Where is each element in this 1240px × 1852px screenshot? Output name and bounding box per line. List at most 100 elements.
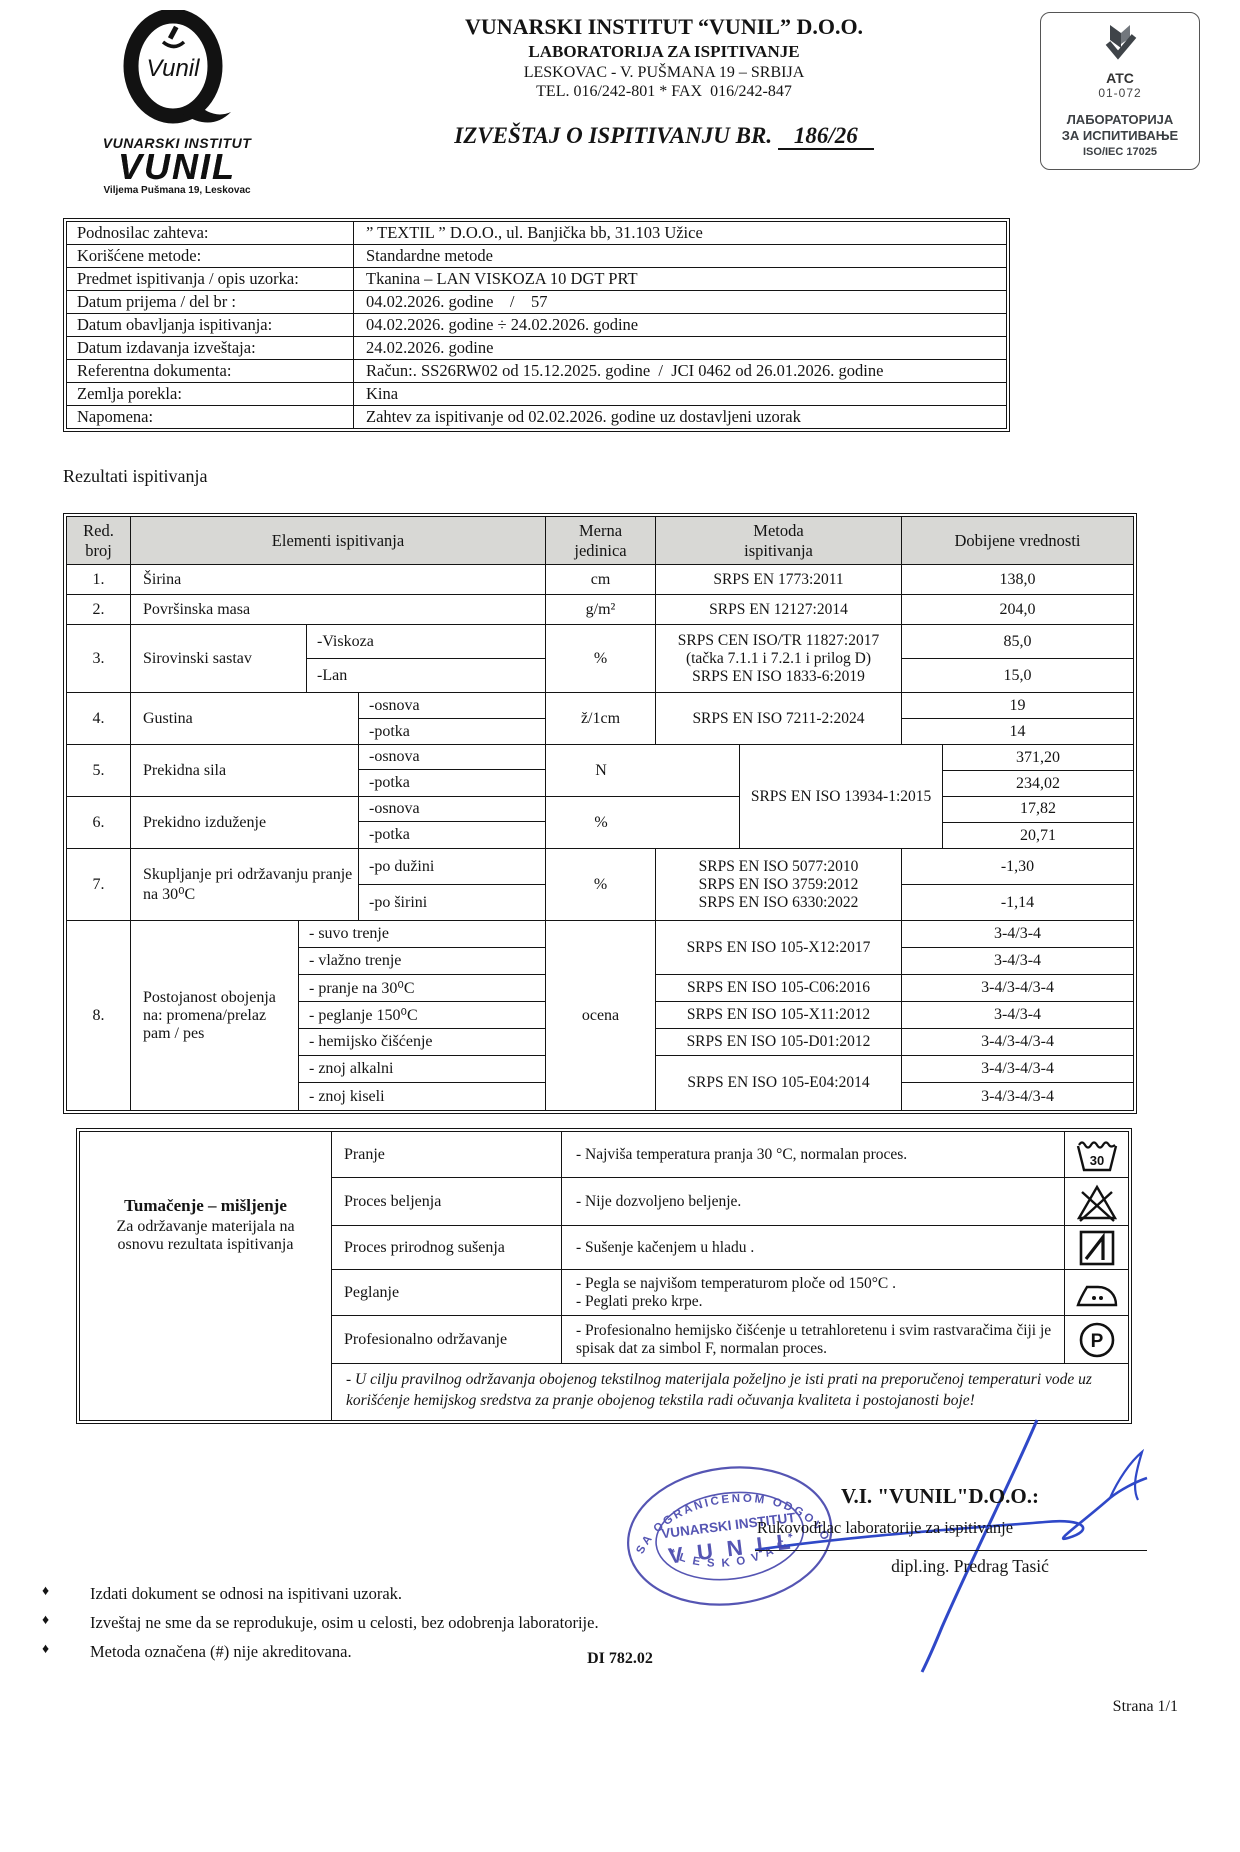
unit-cell: %: [546, 625, 656, 693]
care-process: Pranje: [332, 1132, 562, 1178]
diamond-bullet-icon: ♦: [42, 1584, 50, 1600]
element-label: Prekidna sila: [131, 745, 359, 797]
signature-line: [755, 1550, 1147, 1552]
atc-badge: ATC 01-072 ЛАБОРАТОРИЈА ЗА ИСПИТИВАЊЕ IS…: [1040, 12, 1200, 170]
atc-iso-line: ISO/IEC 17025: [1083, 145, 1157, 158]
row-num: 2.: [67, 595, 131, 625]
col-header-num: Red. broj: [67, 517, 131, 565]
info-label: Korišćene metode:: [67, 245, 354, 268]
col-header-unit: Merna jedinica: [546, 517, 656, 565]
value-cell: 3-4/3-4: [902, 921, 1133, 949]
info-row: Datum prijema / del br : 04.02.2026. godi…: [67, 291, 1006, 315]
unit-cell: cm: [546, 565, 656, 595]
care-title: Tumačenje – mišljenje: [124, 1196, 287, 1216]
result-row-5: 5. Prekidna sila -osnova -potka N: [67, 745, 740, 798]
value-cell: 234,02: [942, 771, 1133, 797]
info-label: Napomena:: [67, 406, 354, 429]
row-num: 5.: [67, 745, 131, 797]
method-cell: SRPS EN ISO 105-C06:2016: [656, 975, 901, 1003]
sub-element: -osnova: [359, 745, 545, 771]
info-value: Zahtev za ispitivanje od 02.02.2026. god…: [366, 407, 801, 427]
professional-clean-P-icon: P: [1064, 1316, 1128, 1364]
sub-element: -Viskoza: [307, 625, 545, 659]
method-cell: SRPS CEN ISO/TR 11827:2017 (tačka 7.1.1 …: [656, 625, 902, 693]
info-row: Podnosilac zahteva: ” TEXTIL ” D.O.O., ul…: [67, 222, 1006, 246]
info-value: Račun:. SS26RW02 od 15.12.2025. godine /…: [366, 361, 884, 381]
sub-element-stack: -Viskoza -Lan: [307, 625, 546, 693]
letterhead-center: VUNARSKI INSTITUT “VUNIL” D.O.O. LABORAT…: [302, 10, 1026, 196]
footer-note: ♦ Izdati dokument se odnosi na ispitivan…: [42, 1584, 599, 1604]
value-stack: 371,20 234,02 17,82 20,71: [942, 745, 1133, 848]
result-rows-5-6: 5. Prekidna sila -osnova -potka N 6. Pre…: [67, 745, 1133, 850]
tel-line: TEL. 016/242-801 * FAX 016/242-847: [536, 83, 792, 100]
scanned-test-report: { "header": { "logo": { "q_text": "Vunil…: [0, 8, 1240, 1763]
method-cell: SRPS EN ISO 105-X12:2017: [656, 921, 901, 976]
result-row-1: 1. Širina cm SRPS EN 1773:2011 138,0: [67, 565, 1133, 596]
method-cell: SRPS EN ISO 105-E04:2014: [687, 1074, 870, 1092]
row-num: 4.: [67, 693, 131, 745]
company-name: VUNARSKI INSTITUT “VUNIL” D.O.O.: [464, 14, 864, 39]
method-cell: SRPS EN 12127:2014: [656, 595, 902, 625]
diamond-bullet-icon: ♦: [42, 1642, 50, 1658]
footer-note-text: Izdati dokument se odnosi na ispitivani …: [90, 1584, 403, 1604]
info-label: Zemlja porekla:: [67, 383, 354, 406]
info-row: Datum izdavanja izveštaja: 24.02.2026. go…: [67, 337, 1006, 361]
col-header-element: Elementi ispitivanja: [131, 517, 546, 565]
row-num: 8.: [67, 921, 131, 1111]
info-label: Datum obavljanja ispitivanja:: [67, 314, 354, 337]
signature-zone: SA OGRANIČENOM ODGOVO * L E S K O V A C …: [0, 1419, 1240, 1852]
sub-element-stack: -osnova -potka: [359, 797, 546, 849]
care-process: Profesionalno održavanje: [332, 1316, 562, 1364]
footer-note: ♦ Metoda označena (#) nije akreditovana.: [42, 1642, 599, 1662]
result-row-4: 4. Gustina -osnova -potka ž/1cm SRPS EN …: [67, 693, 1133, 746]
info-row: Datum obavljanja ispitivanja: 04.02.2026.…: [67, 314, 1006, 338]
value-cell: 19: [902, 693, 1133, 719]
care-left-cell: Tumačenje – mišljenje Za održavanje mate…: [80, 1132, 332, 1421]
unit-cell: ž/1cm: [546, 693, 656, 745]
svg-text:P: P: [1090, 1331, 1103, 1352]
atc-lab-line: ЛАБОРАТОРИЈА ЗА ИСПИТИВАЊЕ: [1061, 112, 1179, 144]
info-value: Kina: [366, 384, 399, 404]
value-cell: 85,0: [902, 625, 1133, 659]
element-label: Širina: [131, 565, 546, 595]
value-cell: 3-4/3-4/3-4: [902, 1056, 1133, 1084]
signing-company: V.I. "VUNIL"D.O.O.:: [841, 1484, 1039, 1509]
info-label: Predmet ispitivanja / opis uzorka:: [67, 268, 354, 291]
sub-element: -potka: [369, 774, 410, 792]
row-num: 1.: [67, 565, 131, 595]
svg-text:30: 30: [1089, 1153, 1103, 1168]
sub-element: -Lan: [317, 666, 348, 684]
sub-element: -po širini: [369, 893, 428, 911]
atc-logo-icon: [1105, 25, 1137, 60]
footer-note: ♦ Izveštaj ne sme da se reprodukuje, osi…: [42, 1613, 599, 1633]
method-cell: SRPS EN 1773:2011: [656, 565, 902, 595]
value-cell: 204,0: [999, 600, 1036, 618]
report-title-text: IZVEŠTAJ O ISPITIVANJU BR.: [454, 123, 773, 148]
vunil-logo-block: Vunil VUNARSKI INSTITUT VUNIL Viljema Pu…: [52, 8, 302, 197]
care-process: Proces beljenja: [332, 1178, 562, 1226]
letterhead: Vunil VUNARSKI INSTITUT VUNIL Viljema Pu…: [52, 8, 1200, 197]
care-row-drying: Proces prirodnog sušenja - Sušenje kačen…: [332, 1226, 1128, 1271]
atc-name: ATC: [1106, 70, 1134, 86]
unit-cell: ocena: [546, 921, 656, 1111]
sub-element-stack: -po dužini -po širini: [359, 849, 546, 921]
method-stack: SRPS EN ISO 105-X12:2017 SRPS EN ISO 105…: [656, 921, 902, 1111]
microscope-icon: [161, 25, 186, 49]
element-label: Skupljanje pri održavanju pranje na 30⁰C: [131, 849, 359, 921]
value-cell: 138,0: [999, 570, 1036, 588]
care-row-ironing: Peglanje - Pegla se najvišom temperaturo…: [332, 1270, 1128, 1317]
page-number: Strana 1/1: [1112, 1698, 1178, 1716]
info-value: Tkanina – LAN VISKOZA 10 DGT PRT: [366, 269, 638, 289]
element-label: Gustina: [131, 693, 359, 745]
method-cell: SRPS EN ISO 7211-2:2024: [656, 693, 902, 745]
care-desc: - Nije dozvoljeno beljenje.: [576, 1192, 742, 1210]
unit-cell: g/m²: [546, 595, 656, 625]
row-num: 3.: [67, 625, 131, 693]
element-label: Površinska masa: [131, 595, 546, 625]
element-label: Sirovinski sastav: [131, 625, 307, 693]
sub-element: - hemijsko čišćenje: [299, 1029, 545, 1057]
report-title: IZVEŠTAJ O ISPITIVANJU BR. 186/26: [302, 123, 1026, 150]
logo-address-text: Viljema Pušmana 19, Leskovac: [103, 185, 251, 197]
logo-institute-text: VUNARSKI INSTITUT: [102, 135, 252, 151]
result-row-6: 6. Prekidno izduženje -osnova -potka %: [67, 797, 739, 849]
